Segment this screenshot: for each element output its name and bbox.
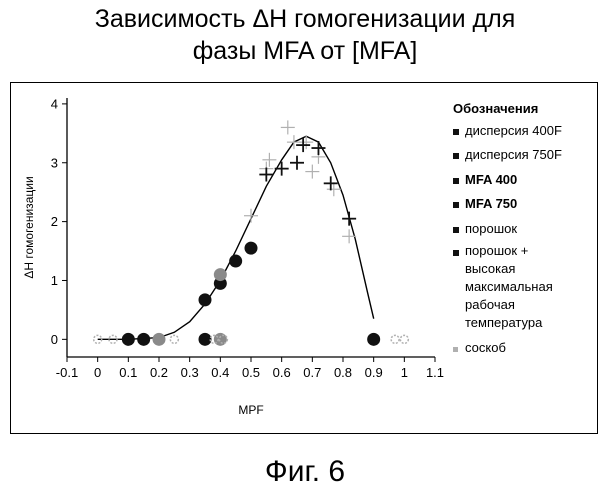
data-point (259, 167, 274, 182)
data-point (399, 334, 410, 345)
x-tick-label: 0.1 (119, 365, 137, 380)
data-point (342, 229, 357, 244)
data-point (244, 241, 258, 255)
data-point (121, 332, 135, 346)
data-point (92, 334, 103, 345)
data-point (137, 332, 151, 346)
legend-swatch (453, 347, 458, 352)
legend-swatch (453, 153, 459, 159)
legend-label: соскоб (465, 340, 506, 355)
legend-swatch (453, 202, 459, 208)
data-point (290, 155, 304, 170)
x-tick-label: -0.1 (56, 365, 78, 380)
data-point (367, 332, 381, 346)
x-axis-label: MPF (238, 403, 263, 417)
x-tick-label: 0.6 (273, 365, 291, 380)
data-point (299, 135, 314, 150)
chart-title-line2: фазы MFA от [MFA] (192, 37, 418, 65)
y-tick-label: 2 (51, 214, 58, 229)
legend-label: MFA 400 (465, 172, 517, 187)
data-point (198, 332, 212, 346)
y-tick-label: 4 (51, 96, 58, 111)
x-tick-label: 0.8 (334, 365, 352, 380)
data-point (311, 141, 326, 156)
x-tick-label: 0.3 (181, 365, 199, 380)
data-point (390, 334, 400, 345)
x-tick-label: 0.2 (150, 365, 168, 380)
data-point (213, 268, 227, 282)
legend-swatch (453, 250, 459, 256)
legend-label: дисперсия 750F (465, 147, 562, 162)
data-point (262, 152, 277, 167)
data-point (213, 332, 227, 346)
y-tick-label: 3 (51, 155, 58, 170)
data-point (108, 334, 118, 345)
data-point (218, 334, 229, 345)
legend-swatch (453, 129, 459, 135)
x-tick-label: 0.9 (365, 365, 383, 380)
data-point (323, 176, 338, 191)
y-axis-label: ΔH гомогенизации (22, 176, 36, 278)
data-point (305, 164, 320, 179)
legend-swatch (453, 178, 459, 184)
legend-label: MFA 750 (465, 196, 517, 211)
data-point (169, 334, 180, 345)
x-tick-label: 0.5 (242, 365, 260, 380)
legend-label: дисперсия 400F (465, 123, 562, 138)
data-point (280, 120, 295, 135)
x-tick-label: 1.1 (426, 365, 444, 380)
data-point (296, 138, 311, 153)
data-point (286, 135, 301, 150)
chart-frame (10, 82, 598, 434)
legend-label: порошок (465, 221, 517, 236)
data-point (244, 208, 258, 223)
data-point (209, 334, 219, 345)
x-tick-label: 0.7 (303, 365, 321, 380)
legend-label: порошок + высокая максимальная рабочая темпе… (465, 243, 553, 330)
fit-curve (97, 135, 375, 340)
legend-title: Обозначения (453, 101, 538, 116)
data-point (198, 293, 212, 307)
x-tick-label: 0 (94, 365, 101, 380)
data-point (152, 332, 166, 346)
x-tick-label: 1 (401, 365, 408, 380)
y-tick-label: 0 (51, 332, 58, 347)
x-tick-label: 0.4 (211, 365, 229, 380)
data-point (229, 254, 243, 268)
legend-swatch (453, 227, 459, 233)
data-point (274, 161, 289, 176)
data-point (326, 182, 341, 197)
chart-title-line1: Зависимость ΔH гомогенизации для (94, 5, 516, 33)
data-point (342, 211, 357, 226)
y-tick-label: 1 (51, 273, 58, 288)
figure-label: Фиг. 6 (264, 455, 346, 488)
